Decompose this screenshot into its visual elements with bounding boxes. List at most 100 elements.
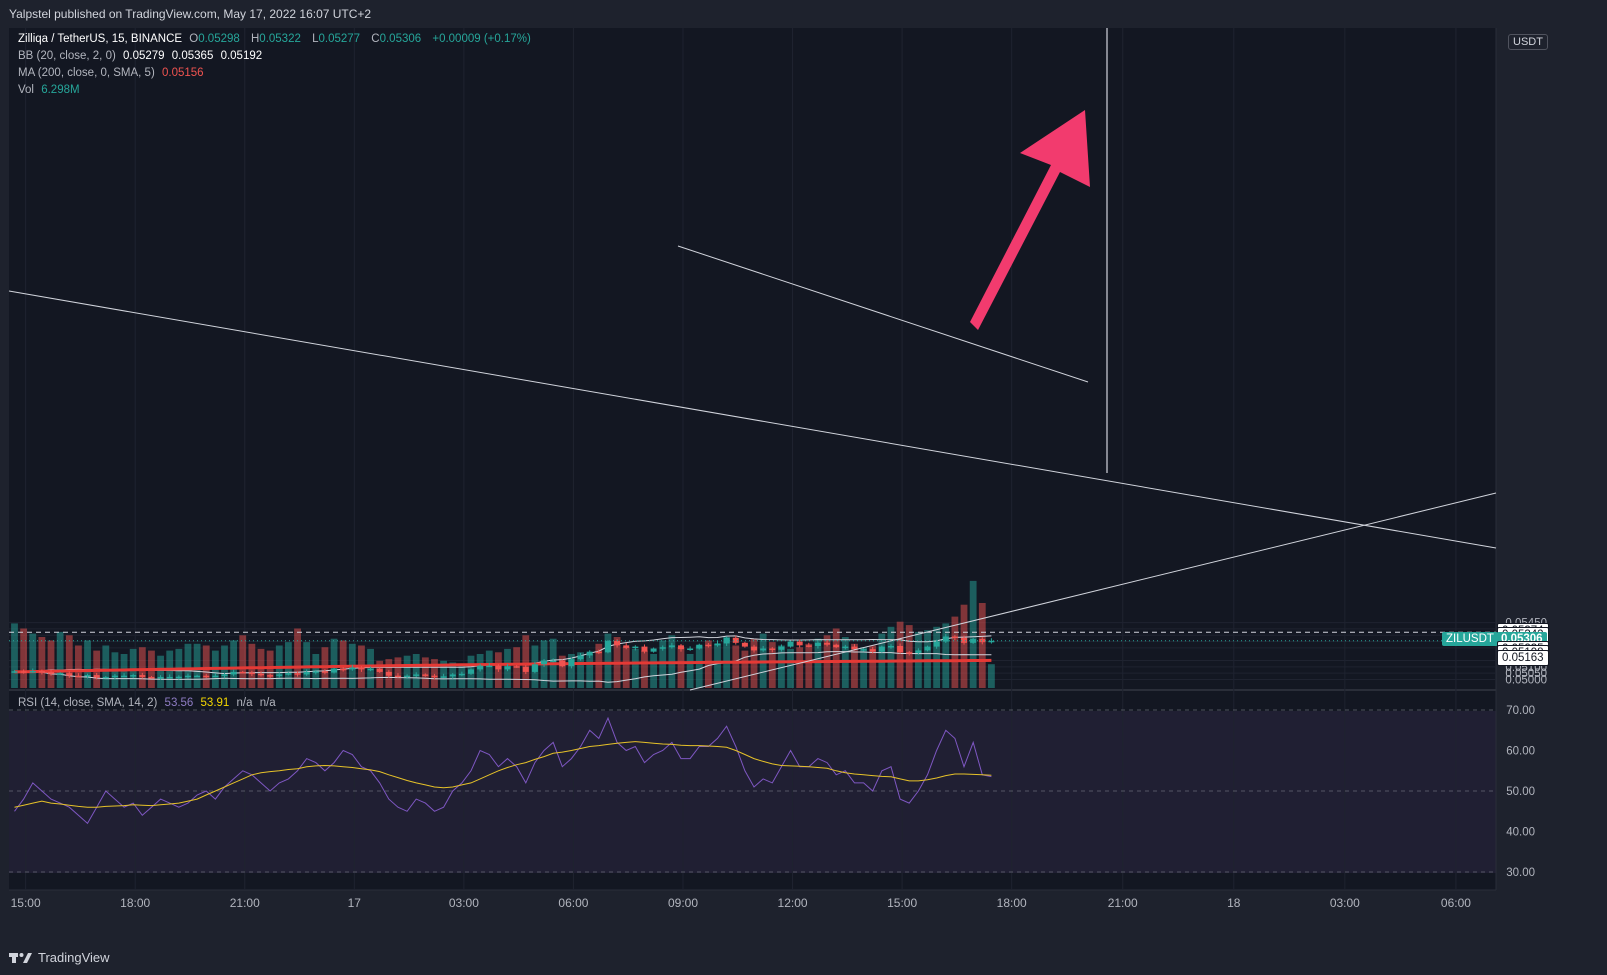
candle-body [139, 675, 146, 677]
time-tick: 17 [348, 896, 362, 910]
rsi-tick: 30.00 [1506, 867, 1535, 879]
rsi-tick: 40.00 [1506, 827, 1535, 839]
candle-body [668, 645, 675, 648]
candle-body [833, 644, 840, 648]
candle-body [203, 675, 210, 678]
volume-bar [330, 638, 338, 688]
candle-body [111, 675, 118, 678]
candle-body [130, 675, 137, 677]
candle-body [367, 668, 374, 671]
volume-bar [796, 647, 804, 688]
candle-body [331, 668, 338, 673]
volume-bar [558, 655, 566, 688]
volume-bar [869, 645, 877, 688]
candle-body [38, 671, 45, 673]
tradingview-logo-icon [9, 952, 32, 963]
volume-bar [887, 626, 895, 688]
up-arrow[interactable] [970, 110, 1090, 330]
candle-body [906, 652, 913, 654]
time-tick: 03:00 [1330, 896, 1360, 910]
candle-body [559, 660, 566, 667]
candle-body [860, 649, 867, 651]
time-tick: 06:00 [1441, 896, 1471, 910]
candle-body [951, 636, 958, 638]
candle-body [394, 675, 401, 678]
descending-trendline-long[interactable] [8, 290, 1497, 549]
volume-bar [860, 647, 867, 688]
ohlc-low: L0.05277 [312, 33, 361, 45]
candle-body [340, 668, 347, 671]
candle-body [842, 646, 849, 649]
candle-body [477, 665, 484, 670]
candle-body [933, 641, 940, 647]
rsi-legend[interactable]: RSI (14, close, SMA, 14, 2) 53.56 53.91 … [18, 697, 276, 709]
volume-bar [285, 642, 292, 688]
volume-bar [303, 642, 311, 688]
ma-legend[interactable]: MA (200, close, 0, SMA, 5) 0.05156 [18, 67, 204, 79]
volume-bar [20, 628, 28, 688]
candle-body [550, 660, 557, 663]
candle-body [541, 660, 548, 665]
candle-body [285, 673, 292, 675]
volume-bar [65, 635, 73, 688]
volume-bar [741, 650, 749, 688]
candle-body [175, 676, 182, 679]
candle-body [714, 643, 721, 646]
descending-trendline-short[interactable] [677, 245, 1089, 383]
candle-body [276, 674, 283, 676]
volume-bar [102, 645, 110, 688]
price-change: +0.00009 (+0.17%) [432, 33, 531, 45]
candle-body [787, 641, 794, 647]
volume-bar [677, 647, 685, 688]
candle-body [915, 650, 922, 653]
time-tick: 15:00 [887, 896, 917, 910]
candle-body [212, 675, 219, 678]
volume-bar [376, 660, 384, 688]
candle-body [449, 674, 456, 677]
volume-bar [394, 657, 402, 688]
volume-bar [851, 643, 858, 688]
candle-body [705, 644, 712, 647]
candle-body [878, 646, 885, 652]
candle-body [568, 659, 575, 667]
candle-body [751, 646, 758, 651]
volume-bar [577, 652, 584, 688]
volume-bar [157, 655, 164, 688]
volume-bar [29, 633, 37, 688]
candle-body [102, 676, 109, 679]
candle-body [258, 673, 265, 676]
candle-body [677, 645, 684, 650]
time-tick: 06:00 [558, 896, 588, 910]
candle-body [604, 640, 611, 653]
candle-body [687, 648, 694, 651]
volume-bar [631, 648, 639, 688]
bb-legend[interactable]: BB (20, close, 2, 0) 0.05279 0.05365 0.0… [18, 50, 263, 62]
candle-body [29, 671, 36, 673]
candle-body [148, 676, 155, 679]
candle-body [659, 647, 666, 649]
volume-bar [485, 650, 493, 688]
time-tick: 12:00 [778, 896, 808, 910]
candle-body [650, 648, 657, 652]
moving-average [14, 658, 992, 674]
candle-body [942, 636, 949, 642]
volume-bar [138, 647, 146, 688]
volume-bar [988, 664, 995, 688]
ascending-trendline[interactable] [689, 492, 1497, 691]
candle-body [349, 667, 356, 670]
rsi-axis[interactable]: 70.00 60.00 50.00 40.00 30.00 [1506, 705, 1535, 879]
candle-body [924, 646, 931, 651]
currency-button[interactable]: USDT [1508, 34, 1548, 50]
volume-bar [568, 654, 575, 688]
volume-bar [75, 645, 82, 688]
vol-legend[interactable]: Vol 6.298M [18, 84, 80, 96]
bb-band [14, 651, 992, 683]
time-axis[interactable]: 15:00 18:00 21:00 17 03:00 06:00 09:00 12:00 15:… [11, 896, 1472, 910]
candle-body [93, 675, 100, 678]
volume-bar [339, 640, 347, 688]
candle-body [723, 637, 730, 644]
candle-body [358, 667, 365, 670]
drawing-price-tag: 0.05163 [1497, 649, 1549, 666]
symbol-name[interactable]: Zilliqa / TetherUS, 15, BINANCE [18, 33, 183, 45]
